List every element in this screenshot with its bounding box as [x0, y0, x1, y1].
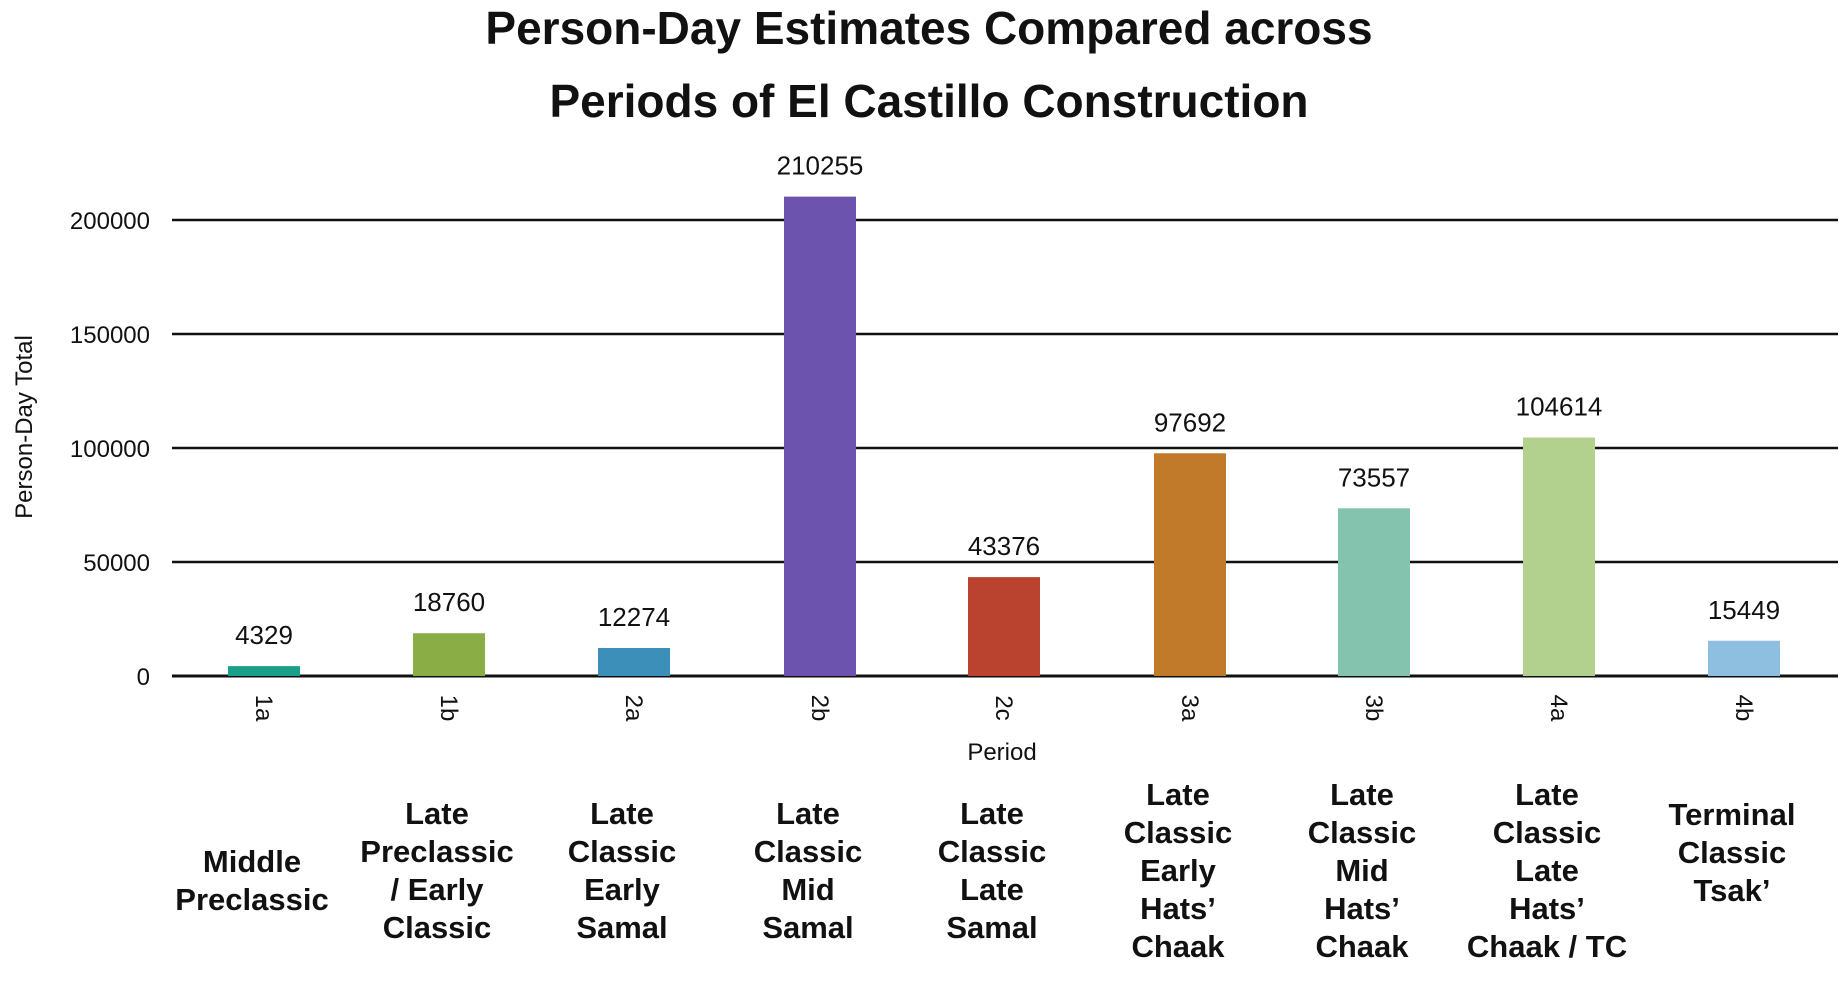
period-description-line: Classic	[938, 834, 1047, 869]
bar-3b	[1338, 508, 1410, 676]
bars	[228, 196, 1780, 677]
bar-2c	[968, 577, 1040, 676]
period-description-line: Late	[1330, 777, 1394, 812]
bar-4b	[1708, 640, 1780, 676]
period-description-line: Early	[584, 872, 661, 907]
x-tick-label-1b: 1b	[435, 695, 462, 722]
period-description-line: Classic	[754, 834, 863, 869]
y-tick-label: 50000	[83, 550, 150, 577]
bar-3a	[1154, 453, 1226, 676]
period-description-line: Preclassic	[360, 834, 513, 869]
y-axis-ticks: 0 50000 100000 150000 200000	[70, 208, 150, 691]
bar-4a	[1523, 437, 1595, 676]
data-label-2b: 210255	[777, 151, 864, 181]
period-description-line: Chaak / TC	[1467, 929, 1627, 964]
period-description-line: Classic	[383, 910, 492, 945]
period-description-line: Classic	[1678, 835, 1787, 870]
bar-1a	[228, 666, 300, 676]
x-tick-label-2c: 2c	[990, 695, 1017, 720]
x-tick-label-3b: 3b	[1360, 695, 1387, 722]
period-description-line: Hats’	[1140, 891, 1216, 926]
data-label-2a: 12274	[598, 602, 670, 632]
period-description-line: Late	[405, 796, 469, 831]
period-description-line: Middle	[203, 844, 301, 879]
chart-title-line-2: Periods of El Castillo Construction	[549, 75, 1308, 127]
period-description-line: Tsak’	[1694, 873, 1771, 908]
period-description-line: Late	[960, 796, 1024, 831]
period-description-line: Hats’	[1324, 891, 1400, 926]
period-description-line: Late	[1515, 853, 1579, 888]
period-description-line: Classic	[1308, 815, 1417, 850]
y-tick-label: 200000	[70, 208, 150, 235]
data-label-4a: 104614	[1516, 391, 1603, 421]
bar-2b	[784, 196, 856, 677]
period-description-line: Mid	[781, 872, 834, 907]
x-tick-label-2b: 2b	[806, 695, 833, 722]
x-tick-label-4a: 4a	[1545, 695, 1572, 722]
period-description-line: Samal	[946, 910, 1037, 945]
period-description-line: Preclassic	[175, 882, 328, 917]
period-description-line: Early	[1140, 853, 1217, 888]
period-description-line: Terminal	[1669, 797, 1796, 832]
data-label-3b: 73557	[1338, 462, 1410, 492]
x-axis-title: Period	[967, 739, 1036, 766]
period-description-line: Classic	[1493, 815, 1602, 850]
period-description-line: Late	[776, 796, 840, 831]
data-labels: 4329 18760 12274 210255 43376 97692 73557 10461…	[235, 151, 1780, 651]
period-description-line: / Early	[390, 872, 484, 907]
x-tick-label-1a: 1a	[250, 695, 277, 722]
y-tick-label: 150000	[70, 322, 150, 349]
period-description-line: Samal	[576, 910, 667, 945]
data-label-3a: 97692	[1154, 407, 1226, 437]
x-tick-label-3a: 3a	[1176, 695, 1203, 722]
bar-1b	[413, 633, 485, 676]
y-tick-label: 0	[137, 664, 150, 691]
period-description-line: Late	[960, 872, 1024, 907]
bar-2a	[598, 648, 670, 676]
period-description-line: Mid	[1335, 853, 1388, 888]
period-description-line: Late	[1515, 777, 1579, 812]
x-axis-categories: 1a 1b 2a 2b 2c 3a 3b 4a 4b	[250, 695, 1757, 722]
period-description-line: Chaak	[1131, 929, 1225, 964]
y-axis-title: Person-Day Total	[11, 335, 38, 519]
period-description-line: Hats’	[1509, 891, 1585, 926]
data-label-1a: 4329	[235, 620, 293, 650]
period-description-line: Classic	[568, 834, 677, 869]
chart-title-line-1: Person-Day Estimates Compared across	[485, 2, 1372, 54]
period-description-line: Samal	[762, 910, 853, 945]
data-label-1b: 18760	[413, 587, 485, 617]
data-label-4b: 15449	[1708, 595, 1780, 625]
period-description-line: Late	[1146, 777, 1210, 812]
period-description-line: Classic	[1124, 815, 1233, 850]
period-description-line: Chaak	[1315, 929, 1409, 964]
x-tick-label-2a: 2a	[620, 695, 647, 722]
period-description-line: Late	[590, 796, 654, 831]
data-label-2c: 43376	[968, 531, 1040, 561]
y-tick-label: 100000	[70, 436, 150, 463]
x-tick-label-4b: 4b	[1730, 695, 1757, 722]
